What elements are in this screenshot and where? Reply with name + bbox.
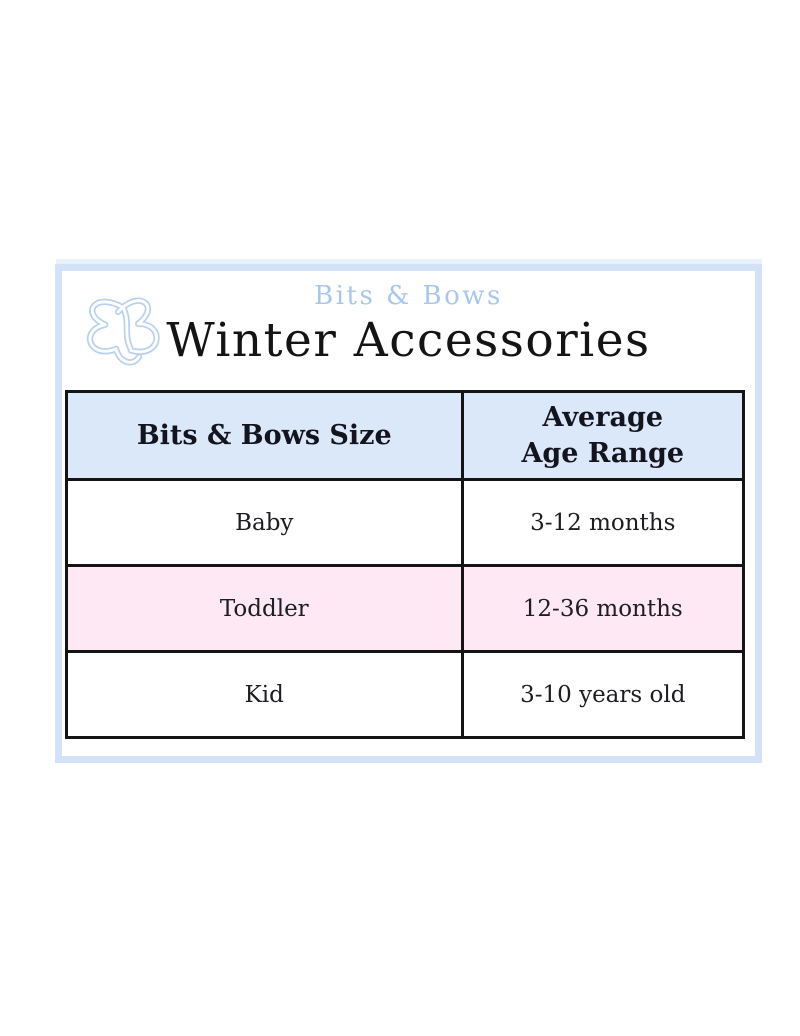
size-cell: Kid — [65, 650, 464, 740]
table-row-baby: Baby 3-12 months — [65, 478, 746, 568]
size-column-header: Bits & Bows Size — [65, 390, 464, 482]
age-column-header: Average Age Range — [460, 390, 746, 482]
table-row-toddler: Toddler 12-36 months — [65, 564, 746, 654]
age-header-line1: Average — [542, 402, 664, 434]
size-chart-table: Bits & Bows Size Average Age Range Baby … — [65, 390, 746, 740]
size-cell: Toddler — [65, 564, 464, 654]
table-header-row: Bits & Bows Size Average Age Range — [65, 390, 746, 482]
table-row-kid: Kid 3-10 years old — [65, 650, 746, 740]
bits-and-bows-monogram-icon — [86, 297, 160, 366]
size-cell: Baby — [65, 478, 464, 568]
frame-top-highlight — [56, 259, 762, 264]
age-range-cell: 3-10 years old — [460, 650, 746, 740]
brand-name: Bits & Bows — [314, 281, 503, 311]
age-range-cell: 3-12 months — [460, 478, 746, 568]
age-header-line2: Age Range — [521, 437, 685, 469]
page-title: Winter Accessories — [166, 312, 651, 368]
size-chart-card: Bits & Bows Winter Accessories Bits & Bo… — [55, 264, 762, 763]
age-range-cell: 12-36 months — [460, 564, 746, 654]
